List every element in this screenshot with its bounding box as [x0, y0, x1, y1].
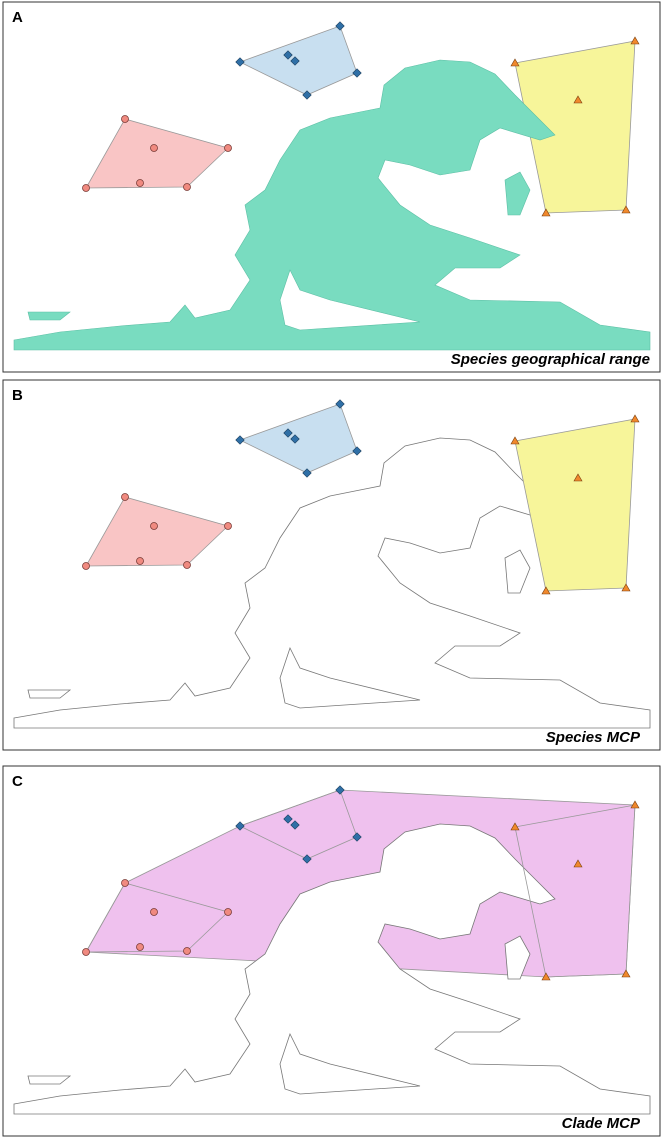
panel-caption: Species MCP [546, 729, 641, 746]
panel-b: B Species MCP [2, 379, 661, 751]
panel-a: A Species geographical range [2, 1, 661, 373]
panel-label: C [12, 773, 23, 790]
panel-caption: Species geographical range [451, 351, 650, 368]
panel-c: C Clade MCP [2, 765, 661, 1137]
panel-label: B [12, 387, 23, 404]
panel-label: A [12, 9, 23, 26]
panel-caption: Clade MCP [562, 1115, 641, 1132]
